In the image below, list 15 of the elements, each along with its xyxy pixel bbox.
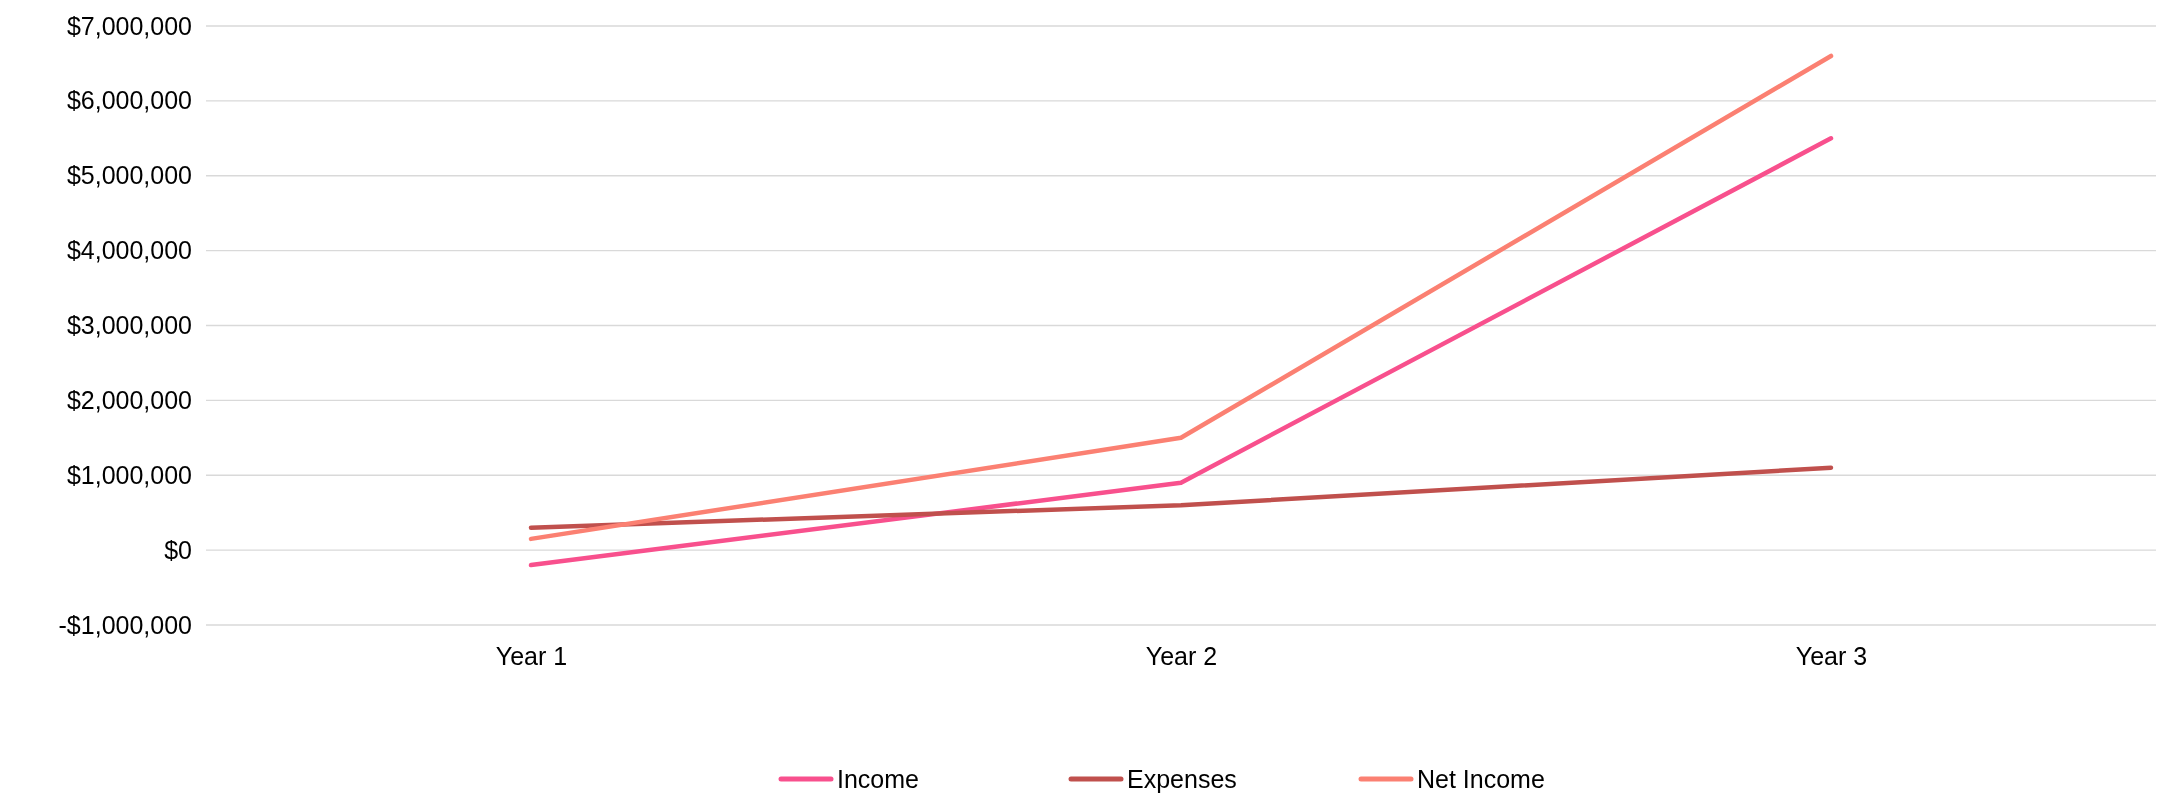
y-tick-label: $0	[164, 535, 192, 564]
legend-label: Net Income	[1417, 764, 1545, 793]
y-tick-label: $3,000,000	[66, 311, 192, 339]
y-tick-label: -$1,000,000	[58, 610, 192, 639]
x-tick-label: Year 1	[495, 641, 568, 670]
y-tick-label: $6,000,000	[66, 86, 192, 115]
y-tick-label: $4,000,000	[66, 236, 192, 265]
legend-label: Expenses	[1127, 764, 1237, 793]
y-tick-label: $2,000,000	[66, 385, 192, 414]
legend-label: Income	[837, 764, 919, 793]
x-tick-label: Year 2	[1145, 641, 1218, 670]
y-tick-label: $1,000,000	[66, 460, 192, 489]
y-tick-label: $5,000,000	[66, 161, 192, 190]
y-tick-label: $7,000,000	[66, 11, 192, 40]
x-tick-label: Year 3	[1795, 641, 1868, 670]
